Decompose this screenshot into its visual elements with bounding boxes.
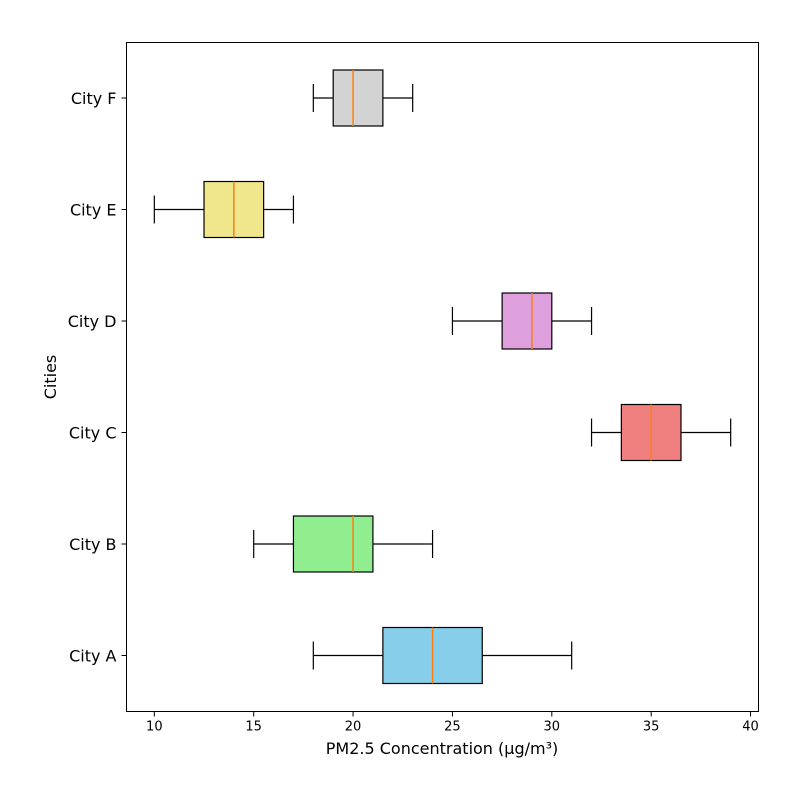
x-tick-label: 35	[643, 720, 660, 735]
boxes-layer	[153, 69, 732, 685]
box-city-f	[332, 69, 384, 127]
x-axis-title: PM2.5 Concentration (µg/m³)	[326, 739, 558, 758]
y-axis-title: Cities	[41, 355, 60, 400]
y-tick-label: City C	[69, 424, 117, 443]
x-tick-label: 10	[146, 720, 163, 735]
box-city-d	[501, 292, 553, 350]
y-tick-label: City E	[70, 201, 117, 220]
box-group-city-b	[253, 515, 434, 573]
box-group-city-d	[451, 292, 593, 350]
box-group-city-f	[312, 69, 414, 127]
y-tick-label: City D	[68, 312, 117, 331]
plot-frame	[126, 42, 759, 712]
x-tick-label: 15	[245, 720, 262, 735]
y-tick-label: City B	[69, 535, 116, 554]
x-tick-label: 25	[444, 720, 461, 735]
y-axis-ticks: City A City B City C City D City E City F	[68, 89, 127, 666]
x-tick-label: 20	[345, 720, 362, 735]
x-axis-ticks: 10 15 20 25 30 35 40	[146, 711, 759, 735]
y-tick-label: City F	[71, 89, 117, 108]
x-tick-label: 40	[742, 720, 759, 735]
box-group-city-a	[312, 626, 573, 685]
box-group-city-e	[153, 180, 295, 239]
box-city-b	[292, 515, 374, 573]
y-tick-label: City A	[69, 647, 116, 666]
x-tick-label: 30	[544, 720, 561, 735]
box-group-city-c	[590, 403, 732, 462]
